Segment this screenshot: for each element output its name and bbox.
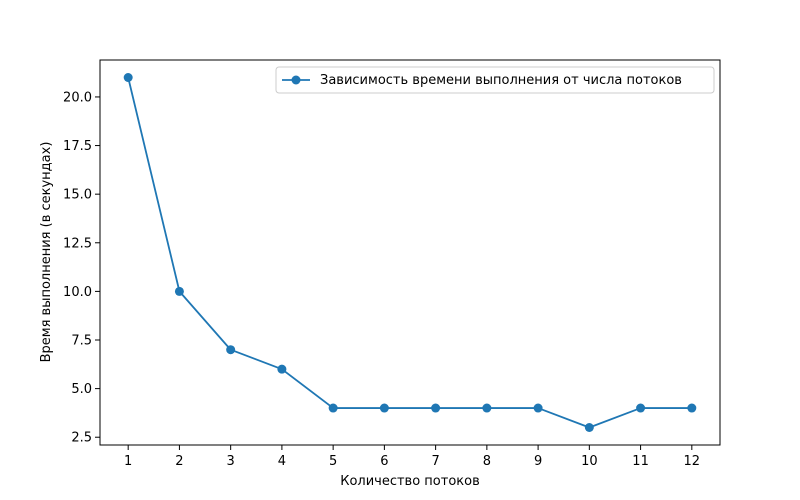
- plot-frame: [99, 59, 721, 446]
- y-tick-label: 10.0: [63, 285, 92, 300]
- data-point: [431, 403, 441, 413]
- legend-box: [275, 66, 715, 94]
- data-point: [328, 403, 338, 413]
- y-axis-title: Время выполнения (в секундах): [39, 142, 54, 363]
- data-point: [584, 423, 594, 432]
- data-point: [482, 403, 492, 413]
- x-tick-label: 9: [534, 454, 542, 469]
- x-tick-label: 2: [175, 454, 183, 469]
- x-tick-label: 1: [124, 454, 132, 469]
- x-tick-label: 8: [483, 454, 491, 469]
- y-tick-label: 7.5: [71, 334, 92, 349]
- data-point: [277, 364, 287, 374]
- x-tick-label: 10: [581, 454, 598, 469]
- y-tick-label: 5.0: [71, 382, 92, 397]
- x-tick-label: 7: [431, 454, 439, 469]
- x-tick-label: 12: [684, 454, 701, 469]
- x-tick-label: 3: [227, 454, 235, 469]
- y-axis: 2.5 5.0 7.5 10.0 12.5 15.0 17.5 20.0: [63, 90, 100, 446]
- data-point: [533, 403, 543, 413]
- x-axis: 1 2 3 4 5 6 7 8 9 10 11 12: [124, 445, 700, 469]
- data-point: [379, 403, 389, 413]
- y-tick-label: 15.0: [63, 188, 92, 203]
- x-tick-label: 4: [278, 454, 286, 469]
- y-tick-label: 20.0: [63, 90, 92, 105]
- data-point: [636, 403, 646, 413]
- legend-marker-swatch: [291, 75, 301, 85]
- x-axis-title: Количество потоков: [340, 474, 480, 489]
- data-point: [687, 403, 697, 413]
- y-tick-label: 12.5: [63, 236, 92, 251]
- x-tick-label: 6: [380, 454, 388, 469]
- x-tick-label: 11: [632, 454, 649, 469]
- series-layer: [123, 73, 697, 432]
- x-tick-label: 5: [329, 454, 337, 469]
- legend-label: Зависимость времени выполнения от числа …: [320, 73, 682, 88]
- data-point: [174, 286, 184, 296]
- data-point: [226, 345, 236, 355]
- data-point: [123, 73, 133, 82]
- legend: Зависимость времени выполнения от числа …: [275, 66, 715, 94]
- y-tick-label: 2.5: [71, 431, 92, 446]
- y-tick-label: 17.5: [63, 139, 92, 154]
- series-line: [127, 76, 693, 429]
